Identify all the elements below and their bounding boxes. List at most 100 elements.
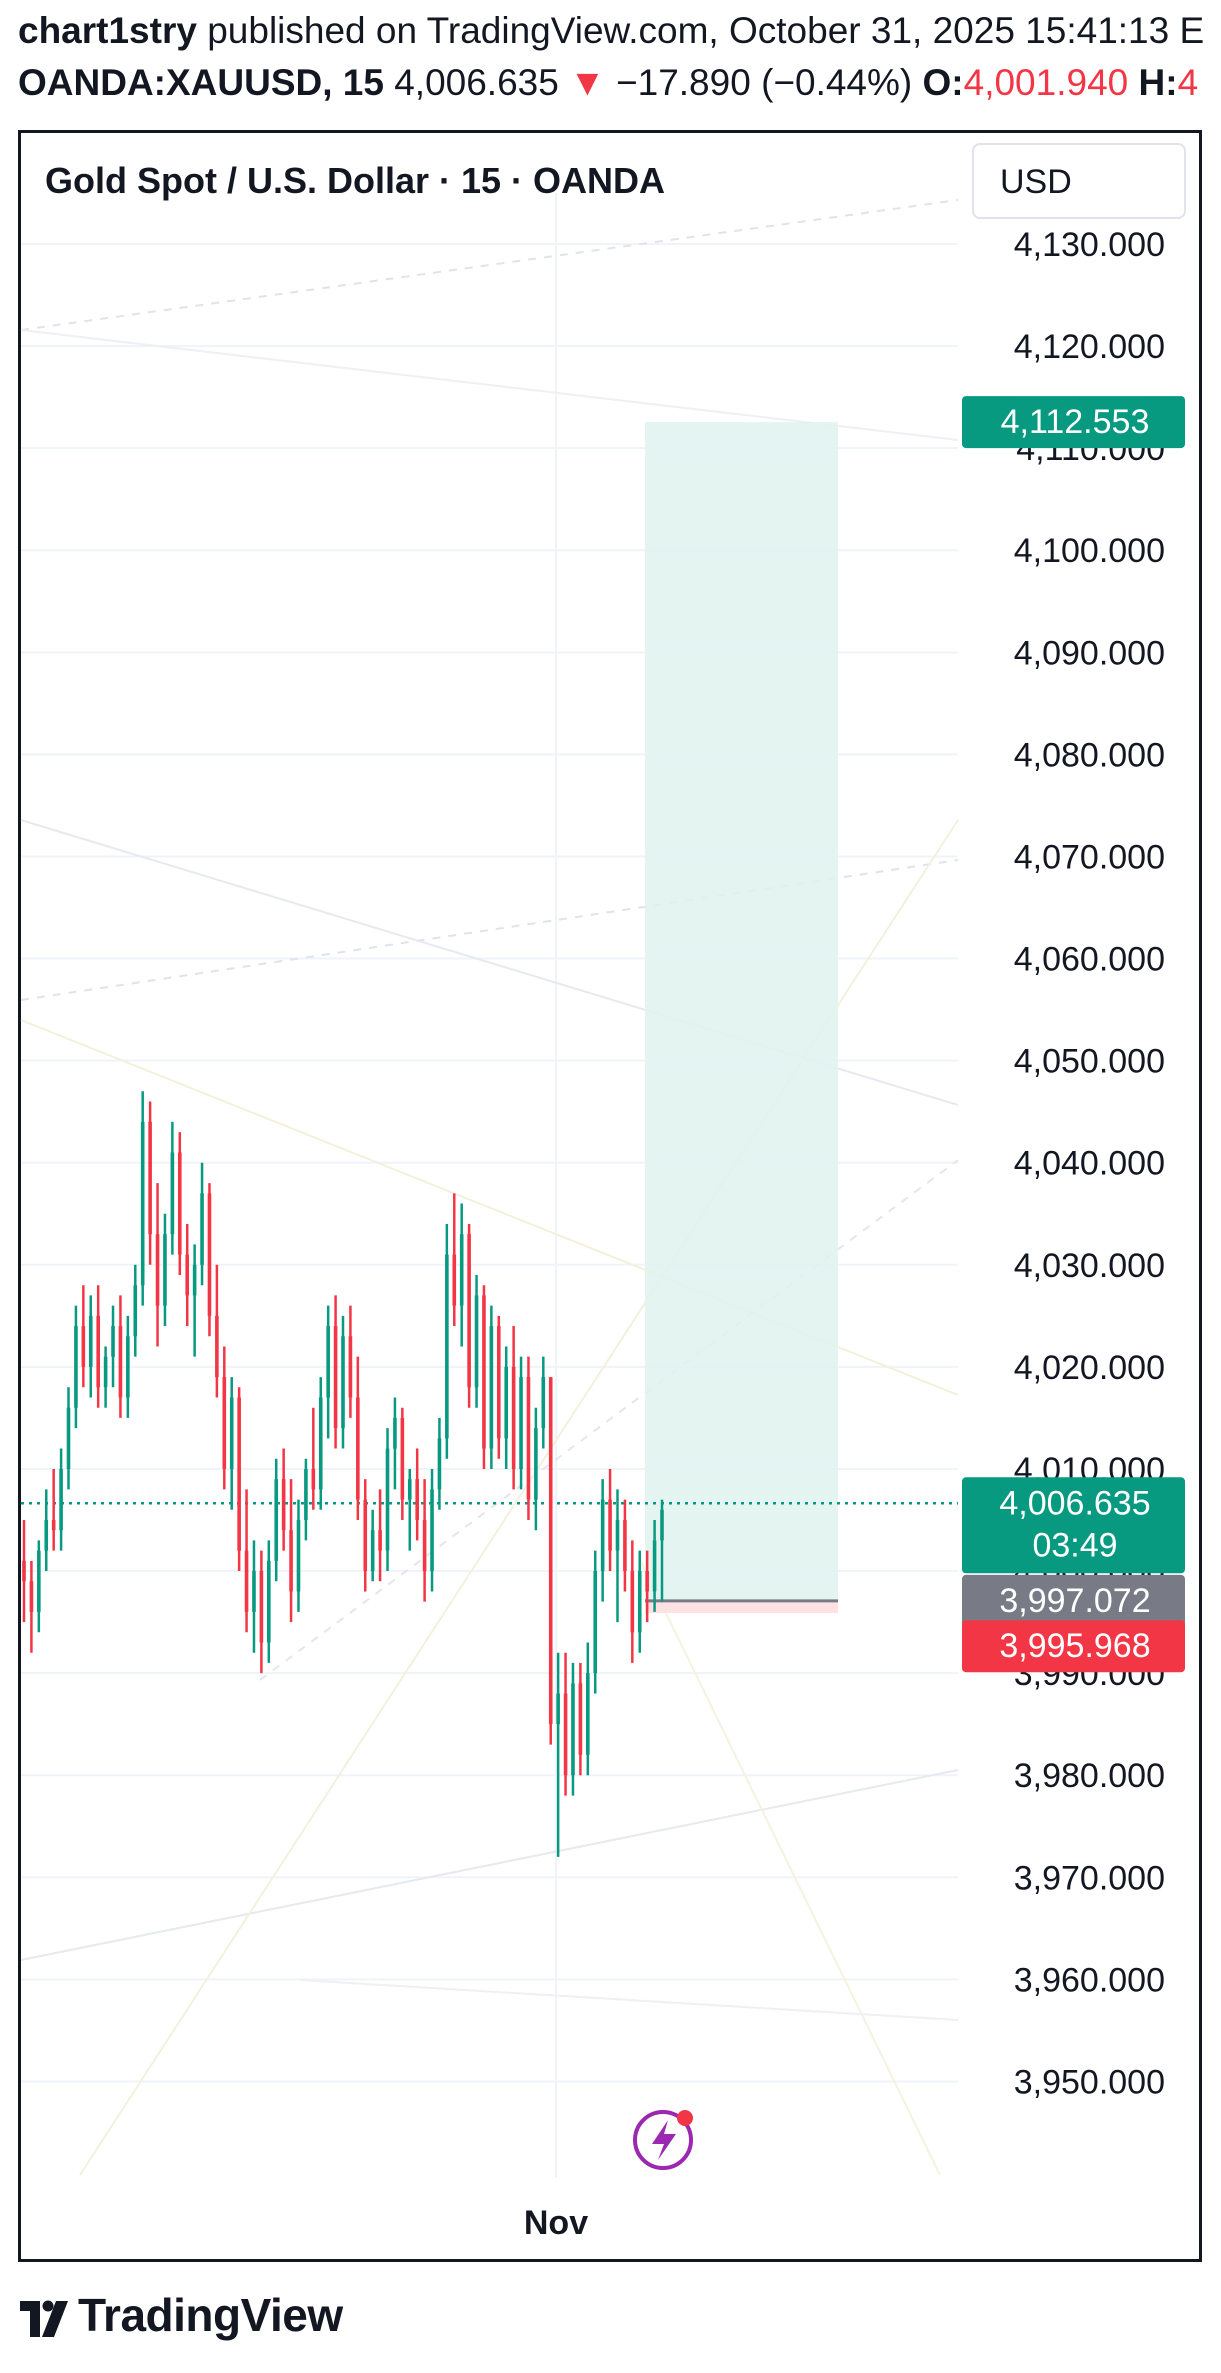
candle[interactable]	[81, 1285, 86, 1388]
candle[interactable]	[163, 1213, 167, 1327]
author-name[interactable]: chart1stry	[18, 10, 197, 51]
candle[interactable]	[111, 1305, 115, 1388]
candle[interactable]	[170, 1121, 175, 1255]
candle[interactable]	[304, 1458, 308, 1541]
candle[interactable]	[608, 1468, 612, 1572]
candle[interactable]	[593, 1550, 598, 1694]
candle-body	[59, 1468, 63, 1531]
candle[interactable]	[496, 1315, 501, 1459]
candle[interactable]	[511, 1326, 516, 1490]
candle[interactable]	[244, 1489, 249, 1633]
candle[interactable]	[437, 1417, 442, 1510]
currency-selector[interactable]: USD	[972, 143, 1186, 219]
lightning-icon[interactable]	[633, 2110, 693, 2170]
candle[interactable]	[623, 1499, 627, 1592]
candle[interactable]	[563, 1652, 568, 1796]
candle[interactable]	[652, 1520, 657, 1612]
candle[interactable]	[356, 1356, 360, 1520]
candle[interactable]	[452, 1193, 457, 1327]
candle[interactable]	[200, 1162, 204, 1286]
candle[interactable]	[215, 1264, 219, 1398]
position-stop-zone[interactable]	[645, 1600, 838, 1613]
candle[interactable]	[474, 1275, 479, 1408]
candle[interactable]	[66, 1387, 71, 1490]
candle[interactable]	[348, 1305, 353, 1418]
candle[interactable]	[96, 1285, 100, 1408]
candle[interactable]	[103, 1346, 108, 1408]
candle[interactable]	[229, 1377, 234, 1510]
tradingview-brand[interactable]: TradingView	[78, 2289, 343, 2341]
candle[interactable]	[44, 1489, 49, 1572]
candle[interactable]	[259, 1550, 264, 1674]
candle[interactable]	[326, 1305, 330, 1439]
candle[interactable]	[459, 1203, 464, 1347]
candle[interactable]	[400, 1407, 405, 1520]
candle[interactable]	[192, 1244, 197, 1357]
candle[interactable]	[126, 1315, 130, 1418]
candle[interactable]	[267, 1540, 271, 1663]
candle[interactable]	[155, 1183, 160, 1347]
candle[interactable]	[630, 1540, 635, 1663]
candle[interactable]	[526, 1356, 531, 1520]
candle[interactable]	[29, 1560, 34, 1653]
candle[interactable]	[59, 1448, 63, 1551]
candle-body	[407, 1479, 412, 1500]
candle[interactable]	[274, 1458, 279, 1582]
candle[interactable]	[252, 1540, 256, 1653]
candle[interactable]	[289, 1479, 293, 1623]
candle[interactable]	[237, 1387, 241, 1572]
candle[interactable]	[22, 1520, 26, 1623]
candle[interactable]	[51, 1468, 56, 1551]
candle[interactable]	[415, 1448, 419, 1541]
candle[interactable]	[88, 1295, 93, 1398]
candle[interactable]	[482, 1285, 486, 1469]
candle[interactable]	[534, 1407, 538, 1531]
notification-dot	[677, 2110, 693, 2126]
candle[interactable]	[133, 1264, 138, 1357]
candle[interactable]	[378, 1489, 382, 1582]
candle[interactable]	[430, 1468, 434, 1592]
candle[interactable]	[74, 1305, 78, 1429]
trend-line	[20, 329, 959, 441]
candle[interactable]	[341, 1315, 345, 1449]
candle[interactable]	[645, 1550, 649, 1623]
candle[interactable]	[281, 1448, 286, 1551]
candle[interactable]	[385, 1428, 390, 1572]
candle[interactable]	[185, 1223, 190, 1327]
candle[interactable]	[445, 1223, 449, 1459]
candle[interactable]	[37, 1540, 41, 1633]
candle[interactable]	[548, 1377, 553, 1745]
tradingview-logo-icon[interactable]	[18, 2293, 74, 2349]
candle[interactable]	[370, 1509, 375, 1582]
candle[interactable]	[140, 1091, 145, 1306]
candle[interactable]	[148, 1101, 152, 1265]
candle[interactable]	[600, 1479, 605, 1602]
candle[interactable]	[467, 1223, 471, 1408]
candle[interactable]	[207, 1183, 212, 1337]
candle[interactable]	[637, 1550, 642, 1653]
candle[interactable]	[578, 1662, 583, 1776]
candle[interactable]	[118, 1295, 123, 1418]
position-target-zone[interactable]	[645, 422, 838, 1601]
candle[interactable]	[541, 1356, 546, 1449]
candle[interactable]	[660, 1499, 664, 1602]
candle[interactable]	[407, 1468, 412, 1551]
candle[interactable]	[556, 1652, 560, 1857]
candle[interactable]	[222, 1346, 227, 1490]
candle[interactable]	[615, 1489, 620, 1623]
candle[interactable]	[296, 1499, 301, 1612]
candle[interactable]	[318, 1377, 323, 1510]
candle[interactable]	[489, 1305, 494, 1469]
candle[interactable]	[519, 1356, 523, 1490]
candle[interactable]	[586, 1642, 590, 1776]
candle[interactable]	[311, 1407, 316, 1510]
candle[interactable]	[363, 1479, 368, 1592]
candle[interactable]	[177, 1132, 182, 1276]
candle[interactable]	[393, 1397, 397, 1490]
candle[interactable]	[422, 1479, 427, 1602]
candle[interactable]	[333, 1295, 338, 1449]
candle[interactable]	[504, 1346, 509, 1469]
candle[interactable]	[571, 1662, 575, 1796]
symbol-name[interactable]: OANDA:XAUUSD, 15	[18, 62, 384, 103]
